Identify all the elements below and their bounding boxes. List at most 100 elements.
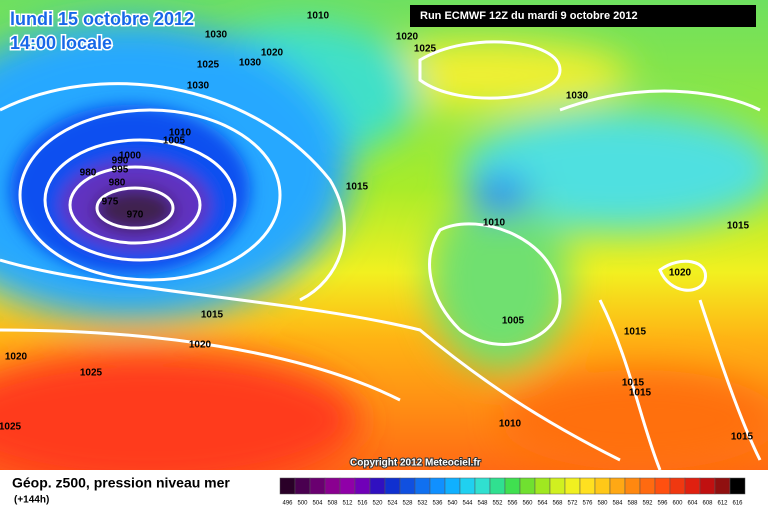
scale-label: 504 (312, 501, 323, 507)
scale-swatch (624, 477, 641, 495)
isobar-label: 1030 (205, 30, 228, 41)
scale-swatch (729, 477, 746, 495)
scale-label: 512 (342, 501, 353, 507)
isobar-label: 1020 (261, 48, 284, 59)
isobar-label: 1020 (5, 352, 28, 363)
scale-label: 616 (732, 501, 743, 507)
scale-swatch (414, 477, 431, 495)
isobar-label: 1015 (629, 388, 652, 399)
scale-swatch (684, 477, 701, 495)
isobar-label: 1005 (163, 136, 186, 147)
scale-label: 508 (327, 501, 338, 507)
isobar-label: 1010 (307, 11, 330, 22)
scale-swatch (324, 477, 341, 495)
scale-label: 536 (432, 501, 443, 507)
map-time: 14:00 locale (10, 33, 112, 53)
isobar-label: 1025 (414, 44, 437, 55)
scale-label: 520 (372, 501, 383, 507)
scale-label: 580 (597, 501, 608, 507)
scale-label: 500 (297, 501, 308, 507)
scale-swatch (594, 477, 611, 495)
isobar-label: 1030 (239, 58, 262, 69)
run-box (410, 5, 756, 27)
scale-label: 584 (612, 501, 623, 507)
scale-swatch (279, 477, 296, 495)
scale-swatch (639, 477, 656, 495)
isobar-label: 1000 (119, 151, 142, 162)
isobar-label: 1015 (624, 327, 647, 338)
isobar-label: 975 (102, 197, 119, 208)
isobar-label: 1025 (0, 422, 22, 433)
scale-label: 552 (492, 501, 503, 507)
footer-lead: (+144h) (14, 495, 49, 506)
isobar-label: 1020 (669, 268, 692, 279)
scale-swatch (489, 477, 506, 495)
scale-swatch (654, 477, 671, 495)
scale-label: 608 (702, 501, 713, 507)
scale-label: 524 (387, 501, 398, 507)
scale-label: 532 (417, 501, 428, 507)
scale-swatch (564, 477, 581, 495)
scale-swatch (354, 477, 371, 495)
scale-swatch (534, 477, 551, 495)
footer-title: Géop. z500, pression niveau mer (12, 475, 230, 491)
isobar-label: 1025 (197, 60, 220, 71)
scale-label: 572 (567, 501, 578, 507)
scale-swatch (609, 477, 626, 495)
isobar-label: 1015 (727, 221, 750, 232)
scale-swatch (294, 477, 311, 495)
scale-swatch (474, 477, 491, 495)
scale-swatch (444, 477, 461, 495)
isobar-label: 1020 (396, 32, 419, 43)
scale-label: 556 (507, 501, 518, 507)
isobar-label: 1015 (346, 182, 369, 193)
scale-label: 592 (642, 501, 653, 507)
isobar-label: 1030 (187, 81, 210, 92)
isobar-label: 1010 (499, 419, 522, 430)
scale-label: 596 (657, 501, 668, 507)
scale-swatch (339, 477, 356, 495)
isobar-label: 1030 (566, 91, 589, 102)
scale-swatch (714, 477, 731, 495)
scale-label: 588 (627, 501, 638, 507)
scale-label: 540 (447, 501, 458, 507)
field (0, 0, 768, 470)
scale-swatch (549, 477, 566, 495)
isobar-label: 980 (109, 178, 126, 189)
isobar-label: 1005 (502, 316, 525, 327)
scale-label: 564 (537, 501, 548, 507)
scale-label: 576 (582, 501, 593, 507)
scale-label: 544 (462, 501, 473, 507)
scale-swatch (429, 477, 446, 495)
isobar-label: 970 (127, 210, 144, 221)
map-date: lundi 15 octobre 2012 (10, 9, 194, 29)
scale-label: 528 (402, 501, 413, 507)
isobar-label: 980 (80, 168, 97, 179)
scale-label: 560 (522, 501, 533, 507)
isobar-label: 990 (112, 156, 129, 167)
scale-label: 568 (552, 501, 563, 507)
isobar-label: 995 (112, 165, 129, 176)
isobar-label: 1010 (483, 218, 506, 229)
isobars (0, 40, 762, 470)
scale-swatch (399, 477, 416, 495)
copyright: Copyright 2012 Meteociel.fr (350, 458, 481, 469)
scale-label: 496 (282, 501, 293, 507)
isobar-label: 1025 (80, 368, 103, 379)
scale-swatch (504, 477, 521, 495)
isobar-label: 1015 (622, 378, 645, 389)
scale-swatch (699, 477, 716, 495)
scale-swatch (669, 477, 686, 495)
scale-swatch (384, 477, 401, 495)
scale-swatch (519, 477, 536, 495)
scale-label: 548 (477, 501, 488, 507)
scale-label: 600 (672, 501, 683, 507)
scale-swatch (579, 477, 596, 495)
isobar-label: 1015 (201, 310, 224, 321)
run-info: Run ECMWF 12Z du mardi 9 octobre 2012 (420, 10, 638, 22)
scale-label: 612 (717, 501, 728, 507)
scale-label: 604 (687, 501, 698, 507)
scale-swatch (309, 477, 326, 495)
